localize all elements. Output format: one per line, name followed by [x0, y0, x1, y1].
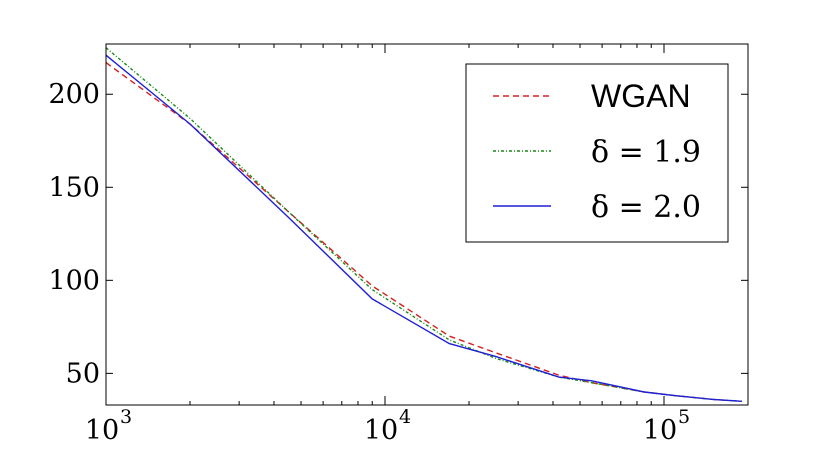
x-tick-label: 10 — [85, 415, 119, 446]
series-layer — [106, 47, 742, 402]
x-tick-label: 10 — [643, 415, 677, 446]
legend-label-1: WGAN — [591, 78, 691, 114]
legend: WGAN δ = 1.9 δ = 2.0 — [465, 63, 729, 243]
x-tick-label-exponent: 5 — [678, 406, 690, 428]
y-tick-label: 50 — [66, 358, 100, 389]
x-tick-label-exponent: 4 — [399, 406, 411, 428]
legend-label-2: δ = 1.9 — [591, 135, 701, 170]
plot-frame — [105, 43, 749, 406]
x-tick-label: 10 — [364, 415, 398, 446]
legend-box — [465, 63, 729, 243]
legend-label-3: δ = 2.0 — [591, 190, 701, 225]
x-tick-label-exponent: 3 — [120, 406, 132, 428]
y-tick-label: 200 — [48, 79, 100, 110]
y-tick-label: 150 — [48, 172, 100, 203]
series-line-3 — [106, 54, 742, 402]
y-tick-label: 100 — [48, 265, 100, 296]
